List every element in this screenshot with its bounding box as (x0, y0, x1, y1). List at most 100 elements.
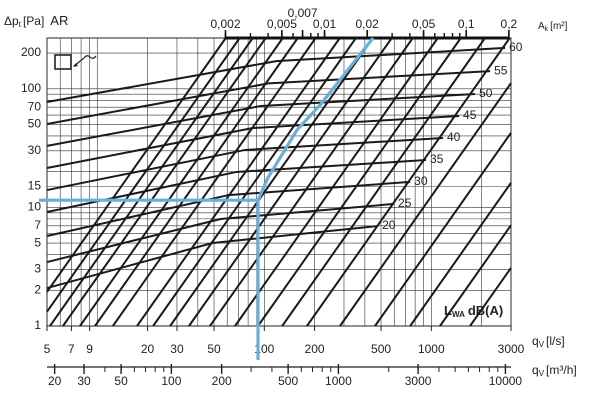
x-tick-label: 7 (68, 342, 75, 356)
x3-tick-label: 0,005 (267, 17, 297, 31)
level-value-label: 25 (398, 196, 412, 210)
flow-line (94, 37, 299, 327)
x2-tick-label: 10000 (489, 374, 523, 388)
flow-line (136, 37, 341, 327)
y-tick-label: 100 (21, 81, 41, 95)
x-tick-label: 20 (141, 342, 155, 356)
flow-line (209, 37, 414, 327)
x-tick-label: 3000 (498, 342, 525, 356)
flow-line (62, 37, 267, 327)
level-value-label: 40 (447, 130, 461, 144)
x2-label-main: q (532, 363, 539, 377)
y-tick-label: 30 (28, 143, 42, 157)
flow-line (46, 37, 241, 313)
flow-line (49, 37, 254, 327)
y-axis-label: Δpt [Pa] AR (4, 13, 68, 29)
x-tick-label: 200 (305, 342, 325, 356)
curve (46, 70, 491, 125)
y-tick-label: 200 (21, 45, 41, 59)
level-label-sub: WA (452, 310, 465, 319)
x2-tick-label: 50 (114, 374, 128, 388)
flow-line (169, 37, 374, 327)
x3-tick-label: 0,007 (288, 6, 318, 20)
curve (46, 92, 476, 147)
y-tick-label: 10 (28, 200, 42, 214)
x2-label-unit: [m³/h] (546, 363, 577, 377)
level-label-unit: dB(A) (468, 303, 503, 318)
y-tick-label: 70 (28, 99, 42, 113)
x2-tick-label: 30 (77, 374, 91, 388)
curve (46, 114, 460, 169)
x2-axis-label: qV [m³/h] (532, 363, 577, 378)
x3-tick-label: 0,01 (313, 17, 337, 31)
flow-line (79, 37, 284, 327)
flow-line (439, 224, 512, 327)
x-tick-label: 9 (86, 342, 93, 356)
level-value-label: 55 (494, 63, 508, 77)
x3-tick-label: 0,002 (210, 17, 240, 31)
flow-line (409, 182, 512, 327)
x3-label-sub: k (545, 26, 549, 33)
y-tick-label: 50 (28, 117, 42, 131)
flow-line (112, 37, 317, 327)
y-tick-label: 3 (34, 262, 41, 276)
x3-axis-label: Ak [m²] (538, 21, 568, 33)
x-tick-label: 30 (170, 342, 184, 356)
level-value-label: 20 (382, 218, 396, 232)
x2-tick-label: 3000 (405, 374, 432, 388)
y-label-unit: [Pa] (23, 14, 44, 28)
y-label-sub: t (19, 20, 22, 29)
flow-line (339, 82, 512, 327)
curve (46, 224, 379, 289)
y-tick-label: 5 (34, 235, 41, 249)
flow-line (152, 37, 357, 327)
x2-tick-label: 100 (161, 374, 181, 388)
x2-tick-label: 20 (48, 374, 62, 388)
y-label-main: Δp (4, 14, 19, 28)
x2-tick-label: 200 (212, 374, 232, 388)
x3-tick-label: 0,1 (458, 17, 475, 31)
x2-label-sub: V (539, 369, 545, 378)
x-tick-label: 500 (371, 342, 391, 356)
level-label: LWA dB(A) (444, 303, 503, 319)
y-tick-label: 7 (34, 218, 41, 232)
x3-tick-label: 0,02 (356, 17, 380, 31)
flow-line (469, 267, 512, 327)
flow-line (257, 37, 462, 327)
curve (46, 46, 506, 103)
x3-label-unit: [m²] (550, 21, 567, 32)
flow-line (234, 37, 439, 327)
flow-line (188, 37, 393, 327)
x-tick-label: 1000 (418, 342, 445, 356)
x2-tick-label: 500 (278, 374, 298, 388)
curve (46, 136, 444, 192)
x3-label-main: A (538, 21, 545, 32)
x-tick-label: 5 (44, 342, 51, 356)
curve (46, 180, 411, 237)
y-tick-label: 2 (34, 282, 41, 296)
icon (54, 54, 97, 70)
flow-line (281, 37, 486, 327)
x2-tick-label: 1000 (325, 374, 352, 388)
level-value-label: 45 (463, 108, 477, 122)
y-tick-label: 1 (34, 318, 41, 332)
x-label-unit: [l/s] (546, 334, 565, 348)
x-label-sub: V (539, 340, 545, 349)
x-axis-label: qV [l/s] (532, 334, 565, 349)
curve (46, 202, 395, 264)
level-value-label: 60 (509, 40, 523, 54)
x3-tick-label: 0,05 (412, 17, 436, 31)
x-tick-label: 50 (207, 342, 221, 356)
y-tick-label: 15 (28, 179, 42, 193)
level-value-label: 30 (414, 174, 428, 188)
selection-path (47, 37, 375, 326)
level-label-main: L (444, 303, 452, 318)
level-value-label: 50 (479, 86, 493, 100)
x3-tick-label: 0,2 (501, 17, 518, 31)
flow-line (46, 37, 227, 293)
flow-line (374, 132, 512, 327)
level-value-label: 35 (430, 152, 444, 166)
y-label-extra: AR (50, 13, 68, 28)
x-label-main: q (532, 334, 539, 348)
